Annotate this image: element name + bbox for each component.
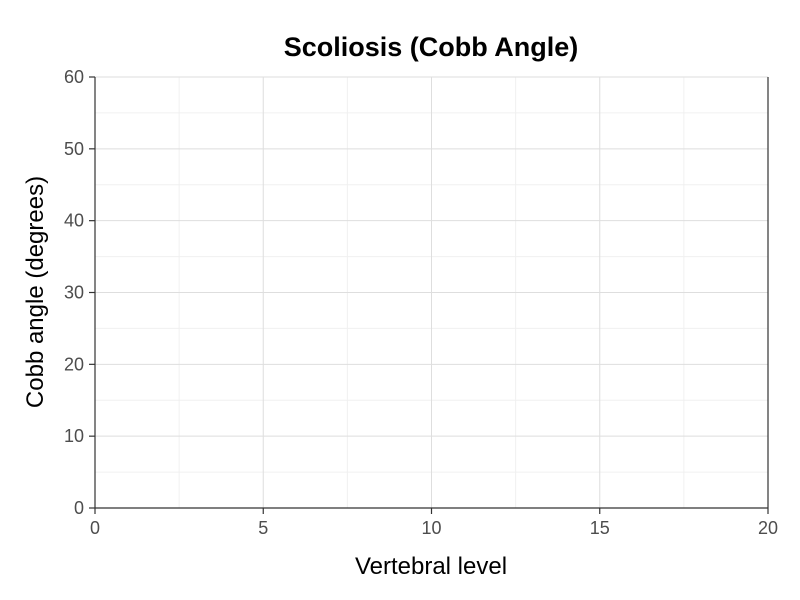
y-axis-ticks: 0 10 20 30 40 50 60 — [64, 67, 95, 518]
y-tick-label: 60 — [64, 67, 84, 87]
y-tick-label: 40 — [64, 211, 84, 231]
y-tick-label: 50 — [64, 139, 84, 159]
y-tick-label: 10 — [64, 426, 84, 446]
x-axis-label: Vertebral level — [355, 553, 507, 580]
x-tick-label: 0 — [90, 518, 100, 538]
x-axis-ticks: 0 5 10 15 20 — [90, 508, 778, 538]
y-tick-label: 20 — [64, 354, 84, 374]
x-tick-label: 15 — [590, 518, 610, 538]
x-tick-label: 20 — [758, 518, 778, 538]
y-tick-label: 30 — [64, 283, 84, 303]
x-tick-label: 5 — [258, 518, 268, 538]
y-tick-label: 0 — [74, 498, 84, 518]
chart-title: Scoliosis (Cobb Angle) — [284, 32, 579, 62]
y-axis-label: Cobb angle (degrees) — [22, 176, 49, 408]
x-tick-label: 10 — [421, 518, 441, 538]
